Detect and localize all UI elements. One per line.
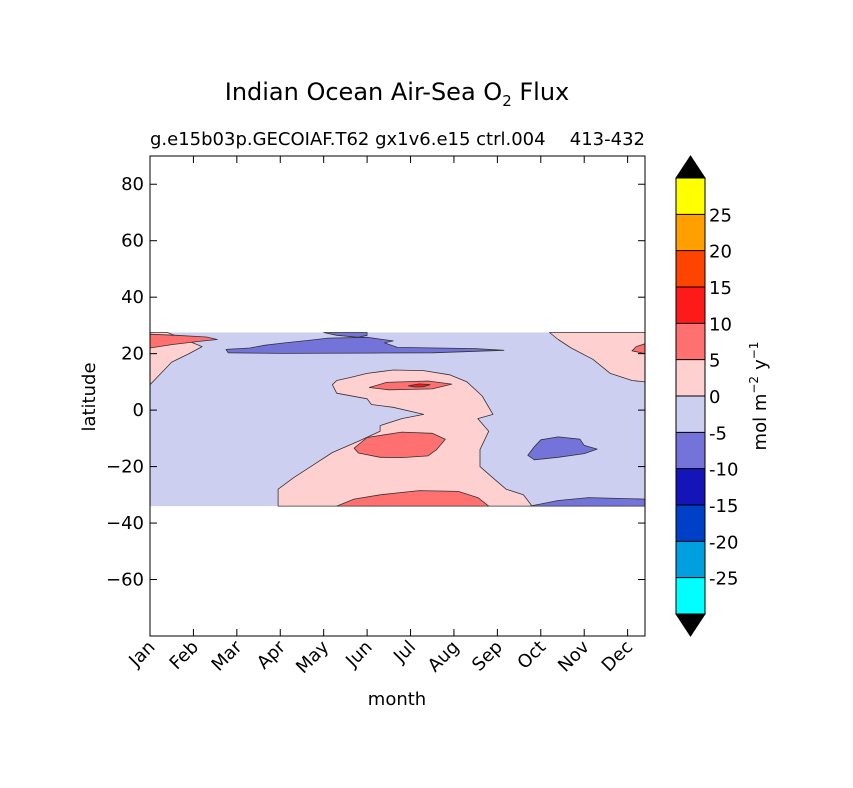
colorbar-swatch xyxy=(676,214,705,251)
colorbar-tick-label: 25 xyxy=(709,205,732,226)
colorbar-swatch xyxy=(676,468,705,505)
contour-region xyxy=(323,332,368,338)
colorbar-tick-label: -10 xyxy=(709,460,738,481)
colorbar-label-unit1: mol m xyxy=(750,394,771,451)
colorbar-swatch xyxy=(676,577,705,614)
contour-region xyxy=(225,336,505,354)
chart-title-main: Indian Ocean Air-Sea O xyxy=(225,78,502,106)
x-tick-label: May xyxy=(292,636,333,677)
colorbar-swatch xyxy=(676,432,705,469)
colorbar-tick-label: 20 xyxy=(709,242,732,263)
x-tick-label: Mar xyxy=(208,636,247,675)
colorbar-swatch xyxy=(676,359,705,396)
colorbar-swatch xyxy=(676,505,705,542)
contour-region xyxy=(336,490,490,507)
x-tick-label: Feb xyxy=(166,637,203,674)
x-tick-label: Apr xyxy=(253,636,290,673)
colorbar-tick-label: -5 xyxy=(709,423,727,444)
colorbar-swatch xyxy=(676,541,705,578)
x-tick-label: Nov xyxy=(554,636,594,676)
contour-region xyxy=(407,383,431,388)
y-axis-label: latitude xyxy=(79,362,100,431)
colorbar: -25 -20 -15 -10 -5 0 5 10 15 20 25 xyxy=(675,155,738,637)
colorbar-label-unit2: y xyxy=(750,359,771,370)
chart-subtitle: g.e15b03p.GECOIAF.T62 gx1v6.e15 ctrl.004 xyxy=(150,129,546,150)
contour-region xyxy=(353,431,446,459)
colorbar-swatch xyxy=(676,323,705,360)
colorbar-tick-label: -25 xyxy=(709,569,738,590)
contour-region xyxy=(527,436,598,461)
colorbar-tick-label: -15 xyxy=(709,496,738,517)
x-tick-label: Jun xyxy=(341,637,376,672)
colorbar-extend-top xyxy=(675,155,706,179)
contour-region xyxy=(529,497,645,507)
colorbar-label: mol m−2 y−1 xyxy=(747,342,771,451)
colorbar-swatch xyxy=(676,287,705,324)
chart-title-suffix: Flux xyxy=(512,78,570,106)
y-tick-label: 0 xyxy=(133,400,144,421)
contour-regions xyxy=(150,332,645,507)
colorbar-label-exp2: −1 xyxy=(747,342,761,360)
contour-region xyxy=(631,343,645,355)
chart-subtitle-right: 413-432 xyxy=(570,129,645,150)
y-tick-label: −20 xyxy=(106,457,144,478)
colorbar-tick-label: -20 xyxy=(709,532,738,553)
y-tick-label: −60 xyxy=(106,570,144,591)
colorbar-tick-label: 10 xyxy=(709,314,732,335)
colorbar-swatch xyxy=(676,250,705,287)
x-tick-label: Sep xyxy=(468,637,507,676)
plot-frame xyxy=(149,155,646,637)
y-tick-label: 60 xyxy=(121,231,144,252)
colorbar-tick-label: 0 xyxy=(709,387,720,408)
colorbar-swatch xyxy=(676,396,705,433)
contour-region xyxy=(549,332,645,383)
x-tick-label: Oct xyxy=(513,637,550,674)
x-tick-label: Aug xyxy=(424,637,464,677)
y-tick-label: 40 xyxy=(121,287,144,308)
y-tick-label: −40 xyxy=(106,513,144,534)
colorbar-extend-bottom xyxy=(675,613,706,637)
x-tick-label: Jul xyxy=(389,637,420,668)
y-tick-label: 20 xyxy=(121,344,144,365)
x-axis-label: month xyxy=(368,689,426,710)
x-tick-label: Jan xyxy=(124,637,159,672)
x-tick-label: Dec xyxy=(598,637,637,676)
colorbar-tick-label: 5 xyxy=(709,351,720,372)
colorbar-label-exp1: −2 xyxy=(747,376,761,394)
colorbar-tick-label: 15 xyxy=(709,278,732,299)
y-axis: 80 60 40 20 0 −20 −40 −60 xyxy=(106,174,645,591)
chart-title: Indian Ocean Air-Sea O2 Flux xyxy=(225,78,570,110)
contour-region xyxy=(150,333,218,349)
y-tick-label: 80 xyxy=(121,174,144,195)
chart-title-subscript: 2 xyxy=(502,92,512,110)
colorbar-swatch xyxy=(676,178,705,215)
